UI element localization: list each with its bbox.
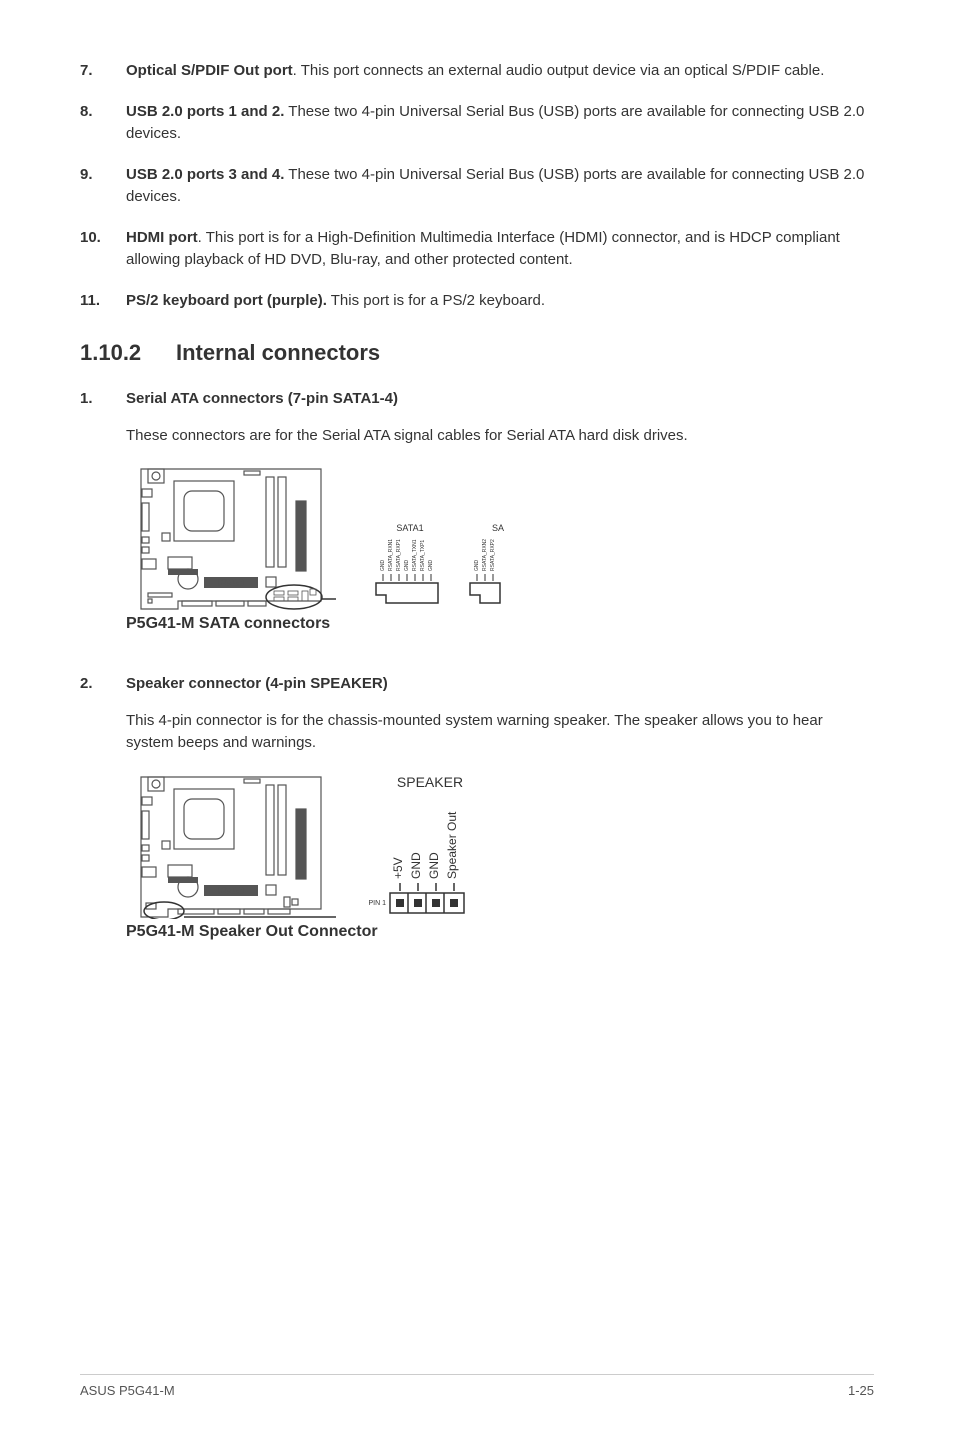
svg-text:SATA1: SATA1 bbox=[397, 523, 424, 533]
port-list: 7. Optical S/PDIF Out port. This port co… bbox=[80, 60, 874, 312]
svg-text:RSATA_RXP2: RSATA_RXP2 bbox=[490, 539, 496, 571]
footer-right: 1-25 bbox=[848, 1383, 874, 1398]
item-title: USB 2.0 ports 1 and 2. bbox=[126, 103, 284, 120]
list-item-7: 7. Optical S/PDIF Out port. This port co… bbox=[80, 60, 874, 83]
svg-text:GND: GND bbox=[474, 560, 480, 572]
item-body: Optical S/PDIF Out port. This port conne… bbox=[126, 60, 874, 83]
svg-text:SPEAKER: SPEAKER bbox=[397, 774, 463, 790]
svg-text:SA: SA bbox=[492, 523, 504, 533]
svg-text:Speaker Out: Speaker Out bbox=[445, 810, 459, 878]
svg-text:P5G41-M: P5G41-M bbox=[218, 581, 244, 587]
item-number: 9. bbox=[80, 164, 126, 209]
svg-text:RSATA_RXN1: RSATA_RXN1 bbox=[388, 539, 394, 571]
svg-text:RSATA_TXN1: RSATA_TXN1 bbox=[412, 539, 418, 571]
sata-connector-icon: SATA1 SA GND RSATA_RXN1 RSATA_RXP1 GND R… bbox=[360, 461, 530, 611]
item-title: Optical S/PDIF Out port bbox=[126, 62, 293, 79]
svg-text:RSATA_TXP1: RSATA_TXP1 bbox=[420, 540, 426, 571]
svg-text:P5G41-M: P5G41-M bbox=[218, 889, 244, 895]
item-number: 10. bbox=[80, 227, 126, 272]
speaker-caption: P5G41-M Speaker Out Connector bbox=[126, 923, 874, 941]
connector-item-1: 1. Serial ATA connectors (7-pin SATA1-4) bbox=[80, 388, 874, 417]
svg-text:RSATA_RXP1: RSATA_RXP1 bbox=[396, 539, 402, 571]
item-text: . This port connects an external audio o… bbox=[293, 62, 825, 79]
motherboard-icon: P5G41-M bbox=[126, 461, 336, 611]
connector-item-2: 2. Speaker connector (4-pin SPEAKER) bbox=[80, 673, 874, 702]
item-number: 11. bbox=[80, 290, 126, 313]
list-item-8: 8. USB 2.0 ports 1 and 2. These two 4-pi… bbox=[80, 101, 874, 146]
svg-text:PIN 1: PIN 1 bbox=[369, 900, 387, 907]
item-title: HDMI port bbox=[126, 229, 198, 246]
item-body: PS/2 keyboard port (purple). This port i… bbox=[126, 290, 874, 313]
item-body: USB 2.0 ports 3 and 4. These two 4-pin U… bbox=[126, 164, 874, 209]
list-item-10: 10. HDMI port. This port is for a High-D… bbox=[80, 227, 874, 272]
item-text: . This port is for a High-Definition Mul… bbox=[126, 229, 840, 269]
item-number: 8. bbox=[80, 101, 126, 146]
sata-diagram: P5G41-M SATA1 SA bbox=[126, 461, 874, 633]
svg-text:GND: GND bbox=[428, 560, 434, 572]
footer-left: ASUS P5G41-M bbox=[80, 1383, 175, 1398]
section-heading: 1.10.2 Internal connectors bbox=[80, 340, 874, 366]
svg-text:GND: GND bbox=[409, 852, 423, 879]
sata-caption: P5G41-M SATA connectors bbox=[126, 615, 874, 633]
svg-text:RSATA_RXN2: RSATA_RXN2 bbox=[482, 539, 488, 571]
svg-text:GND: GND bbox=[427, 852, 441, 879]
speaker-connector-icon: SPEAKER +5V GND GND Speaker Out P bbox=[360, 769, 510, 919]
item-title: USB 2.0 ports 3 and 4. bbox=[126, 166, 284, 183]
section-number: 1.10.2 bbox=[80, 340, 176, 366]
page-footer: ASUS P5G41-M 1-25 bbox=[80, 1374, 874, 1398]
sub-text: This 4-pin connector is for the chassis-… bbox=[126, 710, 874, 755]
motherboard-icon: P5G41-M bbox=[126, 769, 336, 919]
svg-text:GND: GND bbox=[404, 560, 410, 572]
svg-text:GND: GND bbox=[380, 560, 386, 572]
sub-number: 1. bbox=[80, 388, 126, 417]
sub-title: Speaker connector (4-pin SPEAKER) bbox=[126, 673, 874, 696]
list-item-11: 11. PS/2 keyboard port (purple). This po… bbox=[80, 290, 874, 313]
speaker-diagram: P5G41-M SPEAKER +5V GND GND Speaker O bbox=[126, 769, 874, 941]
item-body: USB 2.0 ports 1 and 2. These two 4-pin U… bbox=[126, 101, 874, 146]
item-body: HDMI port. This port is for a High-Defin… bbox=[126, 227, 874, 272]
sub-number: 2. bbox=[80, 673, 126, 702]
sub-title: Serial ATA connectors (7-pin SATA1-4) bbox=[126, 388, 874, 411]
item-text: This port is for a PS/2 keyboard. bbox=[327, 292, 545, 309]
list-item-9: 9. USB 2.0 ports 3 and 4. These two 4-pi… bbox=[80, 164, 874, 209]
sub-text: These connectors are for the Serial ATA … bbox=[126, 425, 874, 448]
item-title: PS/2 keyboard port (purple). bbox=[126, 292, 327, 309]
svg-text:+5V: +5V bbox=[391, 857, 405, 879]
item-number: 7. bbox=[80, 60, 126, 83]
section-title: Internal connectors bbox=[176, 340, 380, 366]
